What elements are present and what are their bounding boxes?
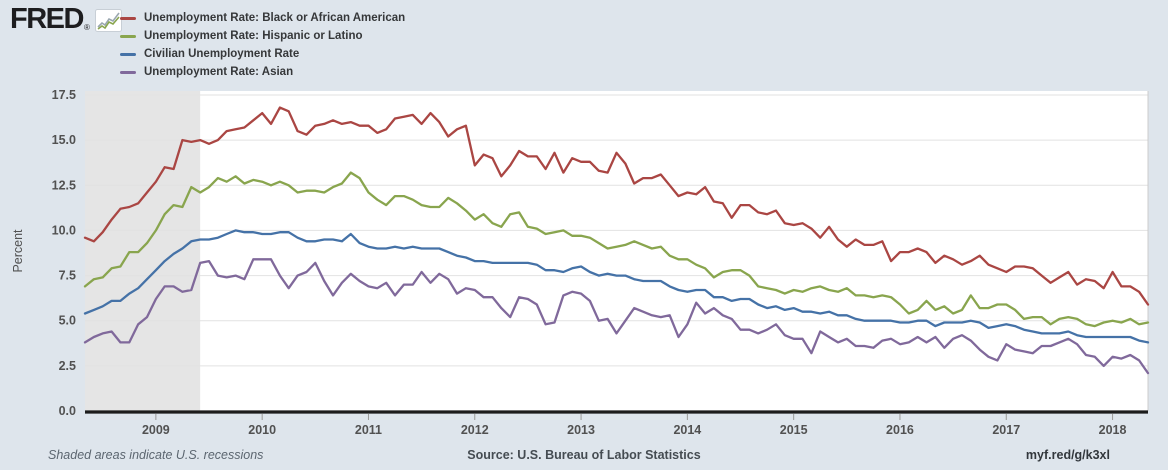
y-axis-tick-label: 10.0 [52,223,76,237]
series-line[interactable] [83,258,1150,375]
legend-line-swatch [120,16,136,20]
plot-background [85,91,1148,411]
y-axis-tick-label: 0.0 [59,404,76,418]
x-axis-tick-label: 2018 [1099,423,1127,437]
registered-trademark: ® [83,23,90,32]
y-axis-tick-label: 5.0 [59,314,76,328]
legend-line-swatch [120,70,136,74]
fred-graph-icon [94,9,122,37]
x-axis-tick-label: 2016 [886,423,914,437]
y-axis-tick-label: 7.5 [59,269,76,283]
source-text: Source: U.S. Bureau of Labor Statistics [467,448,701,462]
x-axis-tick-label: 2009 [142,423,170,437]
y-axis-tick-label: 12.5 [52,178,76,192]
legend-line-swatch [120,34,136,38]
x-axis-tick-label: 2013 [567,423,595,437]
x-axis-tick-label: 2012 [461,423,489,437]
y-axis-tick-label: 17.5 [52,88,76,102]
x-axis-tick-label: 2015 [780,423,808,437]
short-url-link[interactable]: myf.red/g/k3xl [1025,448,1110,462]
x-axis-tick-label: 2017 [992,423,1020,437]
recession-shading-band [85,91,201,411]
legend-label: Unemployment Rate: Black or African Amer… [144,12,406,24]
y-axis-title: Percent [11,229,25,273]
series-line[interactable] [83,106,1150,306]
x-axis-tick-label: 2010 [248,423,276,437]
legend-item[interactable]: Civilian Unemployment Rate [120,45,405,63]
x-axis-tick-label: 2011 [355,423,382,437]
legend-label: Unemployment Rate: Asian [144,66,294,78]
chart-legend: Unemployment Rate: Black or African Amer… [120,9,405,81]
legend-item[interactable]: Unemployment Rate: Asian [120,63,405,81]
legend-label: Unemployment Rate: Hispanic or Latino [144,30,363,42]
legend-item[interactable]: Unemployment Rate: Hispanic or Latino [120,27,405,45]
fred-logo-text: FRED [10,3,84,35]
legend-label: Civilian Unemployment Rate [144,48,300,60]
y-axis-tick-label: 2.5 [59,359,76,373]
x-axis-tick-label: 2014 [673,423,701,437]
series-line[interactable] [83,171,1150,328]
recession-note: Shaded areas indicate U.S. recessions [48,448,264,462]
series-line[interactable] [83,229,1150,344]
legend-line-swatch [120,52,136,56]
fred-logo[interactable]: FRED ® [10,5,122,37]
legend-item[interactable]: Unemployment Rate: Black or African Amer… [120,9,405,27]
y-axis-tick-label: 15.0 [52,133,76,147]
